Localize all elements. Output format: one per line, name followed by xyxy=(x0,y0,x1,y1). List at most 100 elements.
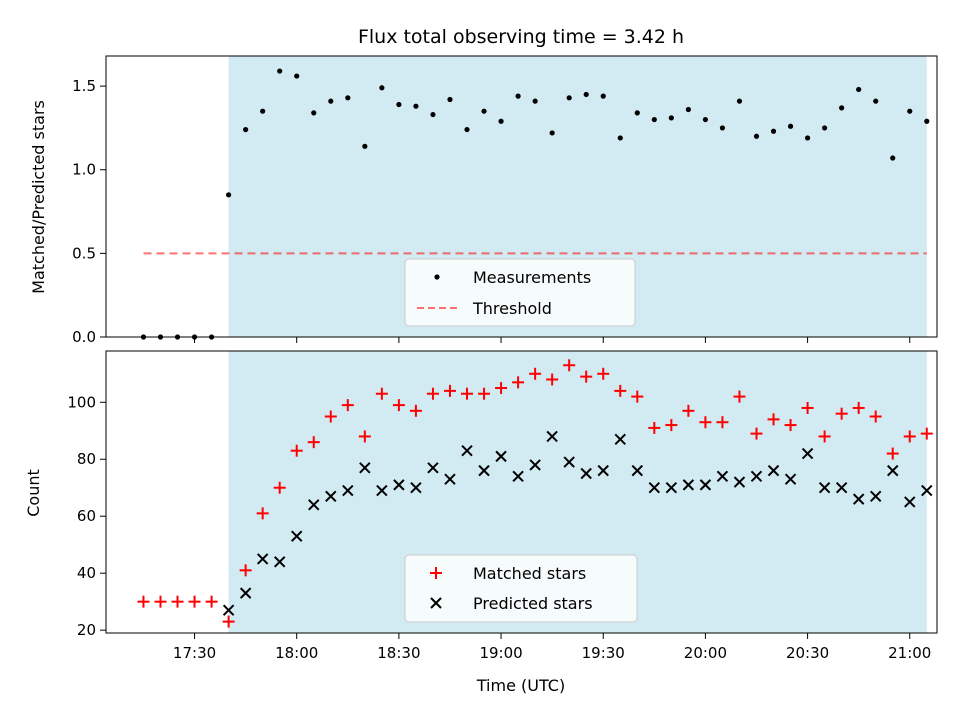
predicted-star-point xyxy=(546,430,558,443)
predicted-star-point xyxy=(325,490,337,502)
matched-star-point xyxy=(767,413,780,426)
predicted-star-point xyxy=(784,473,797,485)
measurement-point xyxy=(804,135,811,141)
predicted-star-point xyxy=(273,556,286,568)
count-xtick-label: 17:30 xyxy=(173,644,216,662)
measurement-point xyxy=(634,110,640,116)
measurement-point xyxy=(702,116,709,123)
measurement-point xyxy=(532,98,538,104)
predicted-star-point xyxy=(376,484,388,497)
predicted-star-point xyxy=(256,553,269,565)
count-y-axis-label: Count xyxy=(24,469,43,517)
predicted-star-point xyxy=(563,456,575,468)
matched-star-point xyxy=(665,419,678,432)
matched-star-point xyxy=(341,399,354,412)
legend-measurements-label: Measurements xyxy=(473,268,591,287)
predicted-star-point xyxy=(818,482,831,494)
measurement-point xyxy=(566,95,572,101)
predicted-star-point xyxy=(393,479,405,491)
matched-star-point xyxy=(886,447,899,460)
matched-star-point xyxy=(290,444,303,457)
measurement-point xyxy=(873,98,879,104)
matched-star-point xyxy=(631,390,644,403)
matched-star-point xyxy=(392,399,405,412)
legend-predicted-label: Predicted stars xyxy=(473,594,593,613)
predicted-star-point xyxy=(852,493,865,505)
count-xtick-label: 18:30 xyxy=(377,644,420,662)
count-legend: Matched stars Predicted stars xyxy=(404,554,638,623)
legend-predicted-marker xyxy=(430,597,442,609)
legend-measurements-marker xyxy=(434,274,440,280)
measurement-point xyxy=(345,95,351,101)
measurement-point xyxy=(583,91,589,98)
measurement-point xyxy=(668,115,674,121)
predicted-star-point xyxy=(512,470,524,483)
measurement-point xyxy=(890,155,896,161)
count-ytick-label: 40 xyxy=(77,564,96,582)
matched-star-point xyxy=(222,615,235,628)
predicted-star-point xyxy=(222,604,235,616)
predicted-star-point xyxy=(342,484,354,497)
predicted-star-point xyxy=(733,476,746,488)
matched-star-point xyxy=(903,430,916,443)
matched-star-point xyxy=(443,384,456,397)
matched-star-point xyxy=(358,430,371,443)
measurement-point xyxy=(498,118,504,124)
predicted-star-point xyxy=(291,530,303,542)
measurement-point xyxy=(856,86,862,93)
predicted-star-point xyxy=(750,470,763,483)
ratio-ytick-label: 0.5 xyxy=(72,244,96,262)
measurement-point xyxy=(379,85,385,91)
matched-star-point xyxy=(307,436,320,449)
predicted-star-point xyxy=(716,470,729,483)
matched-star-point xyxy=(188,595,201,608)
legend-matched-label: Matched stars xyxy=(473,564,586,583)
predicted-star-point xyxy=(767,464,780,477)
matched-star-point xyxy=(750,427,763,440)
measurement-point xyxy=(362,143,368,149)
predicted-star-point xyxy=(410,482,422,494)
matched-star-point xyxy=(682,404,695,417)
measurement-point xyxy=(515,93,521,99)
measurement-point xyxy=(924,118,930,124)
measurement-point xyxy=(600,93,606,99)
measurement-point xyxy=(447,96,453,103)
matched-star-point xyxy=(375,387,388,400)
matched-star-point xyxy=(137,595,150,608)
count-legend-box xyxy=(404,554,638,623)
ratio-ytick-label: 1.5 xyxy=(72,77,96,95)
matched-star-point xyxy=(273,481,286,494)
predicted-star-point xyxy=(359,462,371,474)
count-xtick-label: 20:00 xyxy=(684,644,727,662)
matched-star-point xyxy=(580,370,593,383)
matched-star-point xyxy=(563,359,576,372)
measurement-point xyxy=(481,108,487,114)
measurement-point xyxy=(736,98,743,104)
predicted-star-point xyxy=(308,499,320,511)
count-xtick-label: 20:30 xyxy=(786,644,829,662)
measurement-point xyxy=(226,192,232,198)
measurement-point xyxy=(685,106,691,113)
legend-matched-marker xyxy=(430,567,442,579)
matched-star-point xyxy=(852,401,865,414)
count-xtick-label: 18:00 xyxy=(275,644,318,662)
measurement-point xyxy=(617,135,623,141)
measurement-point xyxy=(294,73,300,79)
matched-star-point xyxy=(512,376,525,389)
predicted-star-point xyxy=(801,447,814,460)
matched-star-point xyxy=(461,387,474,400)
predicted-star-point xyxy=(529,459,541,471)
matched-star-point xyxy=(529,367,542,380)
matched-star-point xyxy=(239,564,252,577)
predicted-star-point xyxy=(921,484,933,497)
measurement-point xyxy=(651,116,657,123)
measurement-point xyxy=(549,130,555,136)
predicted-star-point xyxy=(461,444,473,457)
measurement-point xyxy=(839,105,845,111)
matched-star-point xyxy=(869,410,882,423)
measurement-point xyxy=(277,68,283,74)
matched-star-point xyxy=(426,387,439,400)
matched-star-point xyxy=(784,419,797,432)
count-ytick-label: 80 xyxy=(77,450,96,468)
